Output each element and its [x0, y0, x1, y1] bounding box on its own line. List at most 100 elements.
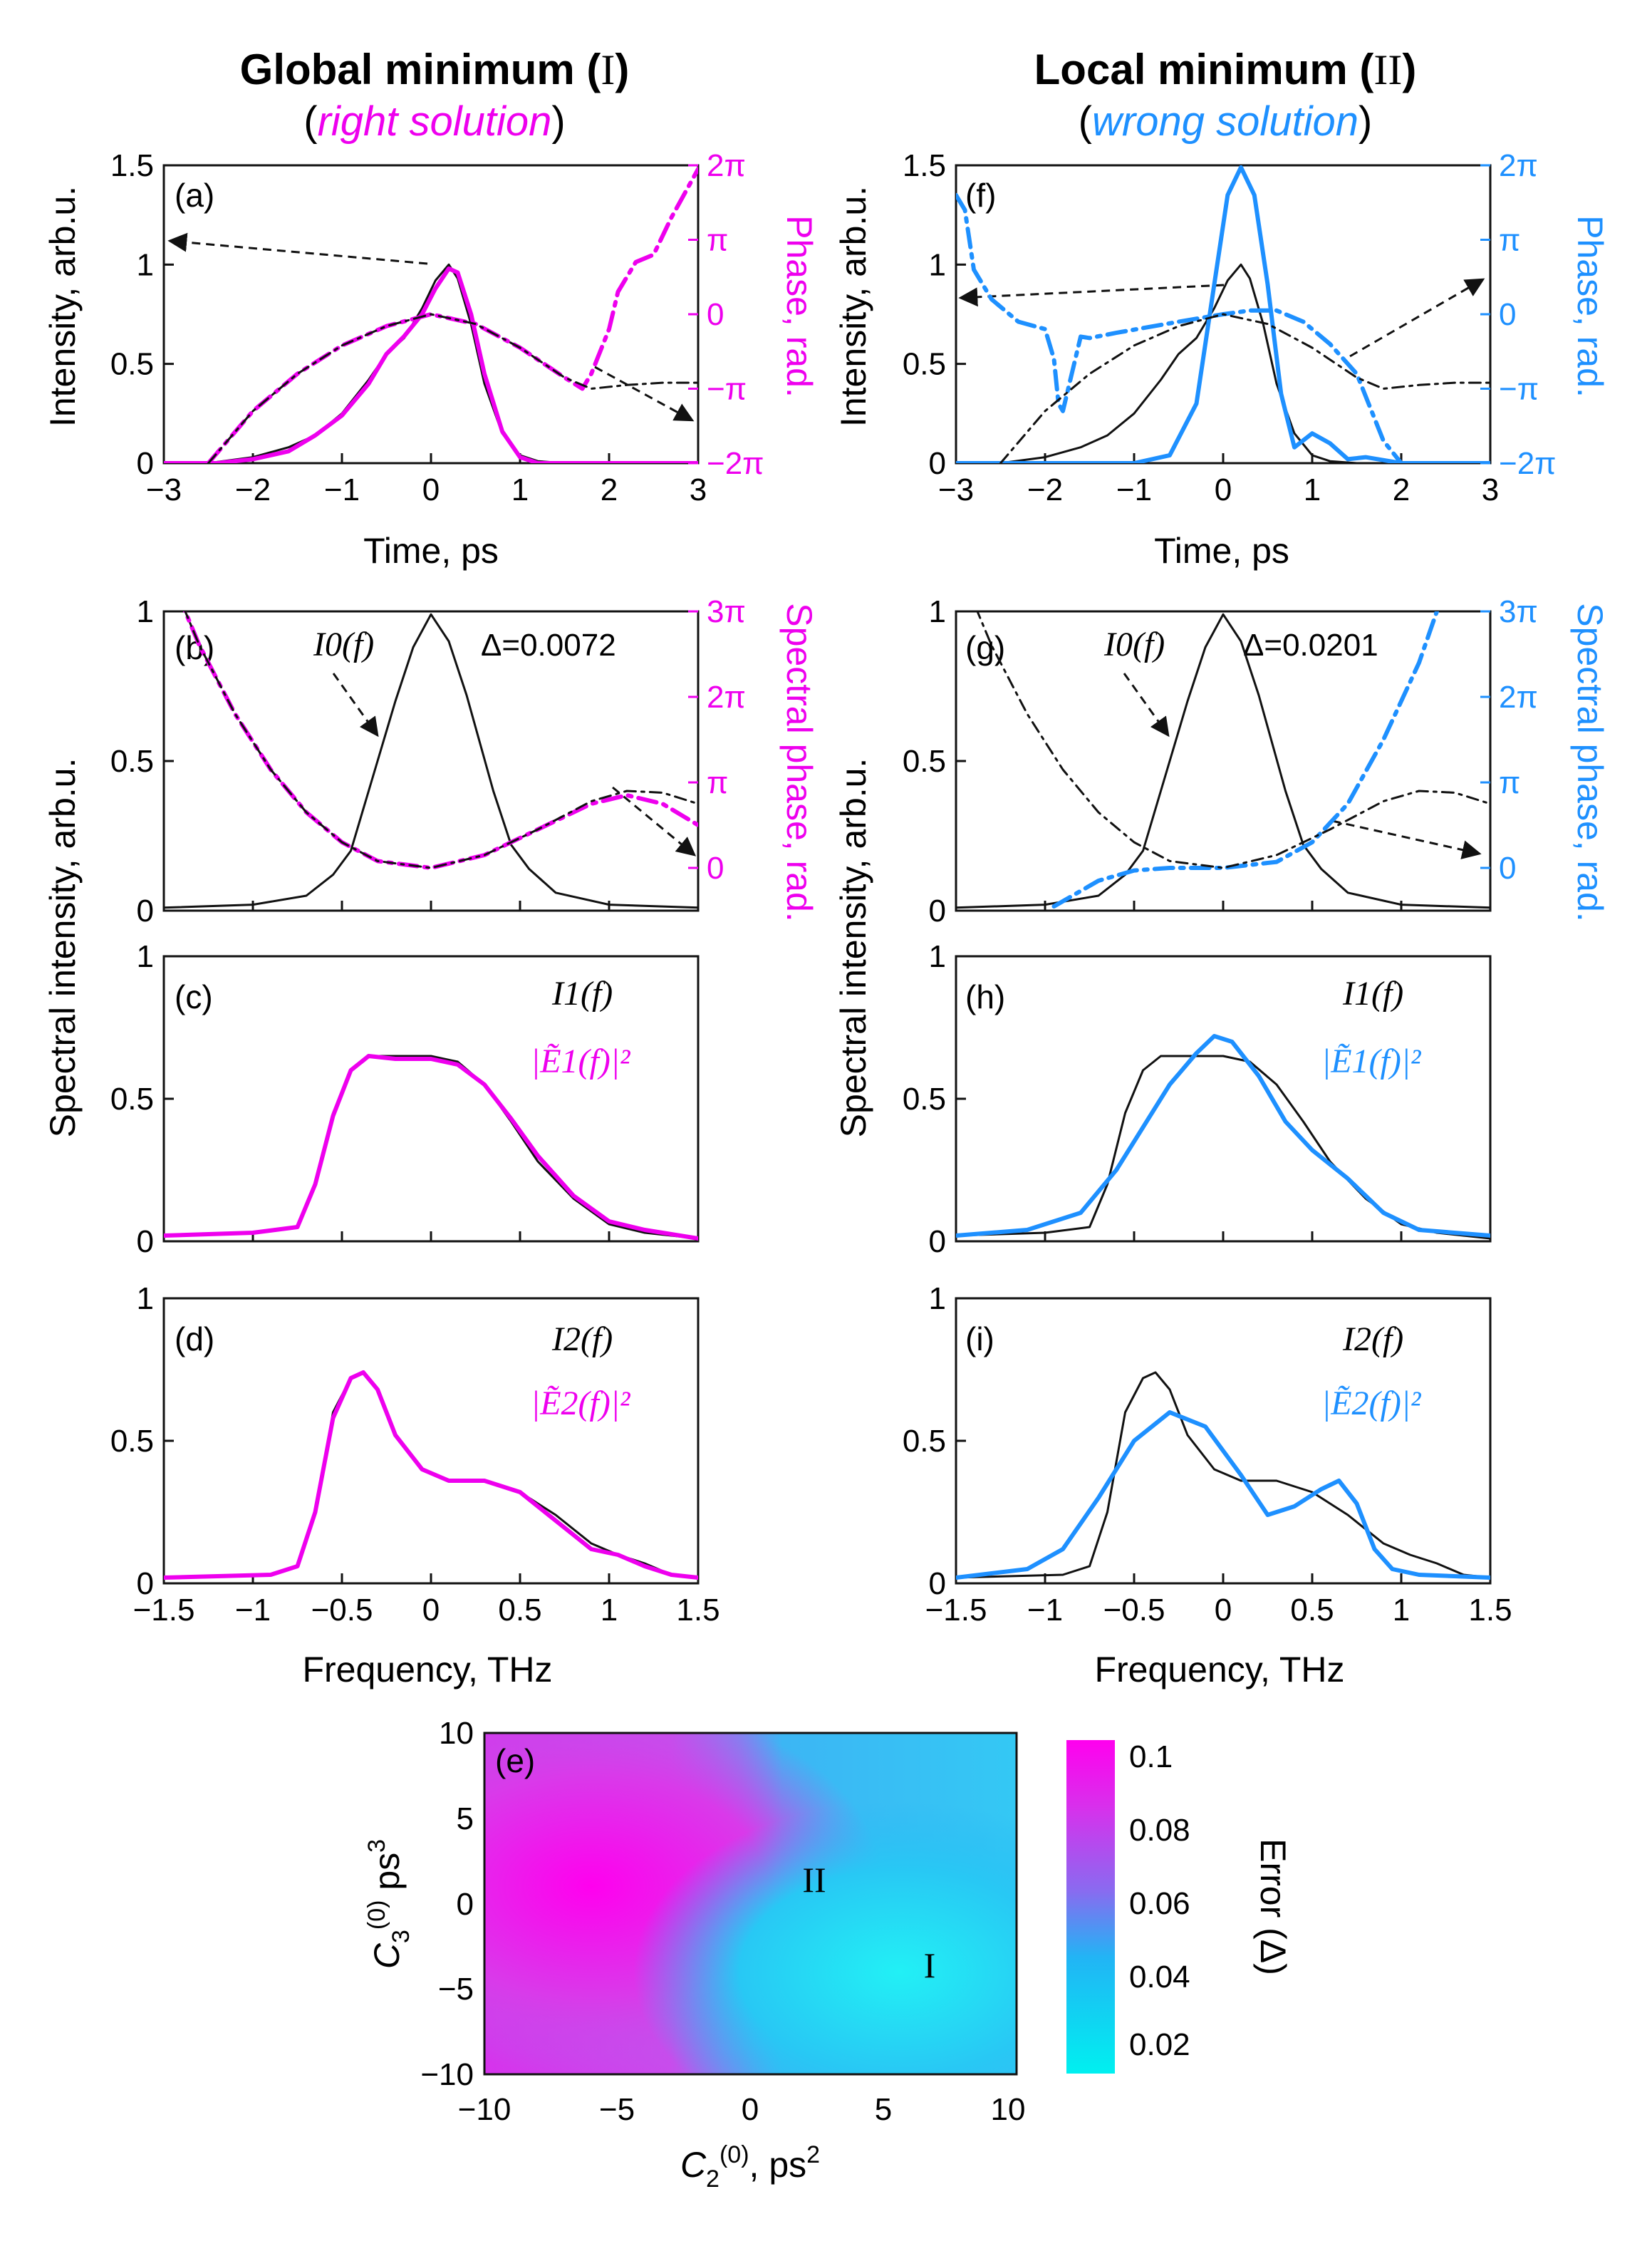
xlabel-time-left: Time, ps: [363, 531, 499, 571]
heatmap-ytick: 5: [457, 1801, 474, 1836]
ytick-label: 0: [929, 446, 946, 481]
y2tick-label: π: [1499, 765, 1520, 800]
y2tick-label: 0: [707, 297, 724, 332]
ytick-label: 0.5: [903, 1424, 946, 1459]
xtick-label: −1: [1116, 472, 1152, 507]
panel-label-a: (a): [175, 177, 214, 214]
heatmap-e-min-region: [484, 1733, 1017, 2074]
panel-f: −3 −2 −1 0 1 2 3 0 0.5 1 1.5 2π π 0 −π −2π: [903, 148, 1557, 507]
arrow-f-phase: [1349, 278, 1485, 358]
panel-label-e: (e): [495, 1742, 535, 1779]
legend-i1-h: I1(f): [1342, 975, 1403, 1013]
i0-label-b: I0(f): [313, 626, 374, 663]
panel-g: 0 0.5 1 3π 2π π 0: [903, 594, 1538, 928]
series-h--1-f-: [956, 1034, 1490, 1238]
ytick-label: 0.5: [903, 347, 946, 382]
panel-label-d: (d): [175, 1320, 214, 1357]
heatmap-region-ii: II: [802, 1860, 826, 1900]
colorbar-tick: 0.08: [1129, 1813, 1190, 1848]
panel-i: −1.5 −1 −0.5 0 0.5 1 1.5 0 0.5 1: [903, 1281, 1512, 1628]
y2tick-label: 0: [1499, 851, 1516, 886]
panel-b: 0 0.5 1 3π 2π π 0: [110, 594, 746, 928]
xtick-label: 1: [1393, 1593, 1410, 1628]
y2tick-label: 0: [1499, 297, 1516, 332]
xtick-label: −2: [1027, 472, 1063, 507]
ytick-label: 1: [929, 594, 946, 629]
xlabel-frequency-right: Frequency, THz: [1094, 1650, 1344, 1689]
series-f-true-phase: [999, 313, 1490, 463]
colorbar-tick: 0.06: [1129, 1886, 1190, 1921]
right-header-title: Local minimum (II): [1034, 46, 1417, 93]
ytick-label: 0: [137, 446, 154, 481]
heatmap-e-frame: [483, 1732, 1018, 2076]
series-f-retrieved-phase: [956, 192, 1403, 463]
series-b-i0-f-: [164, 613, 698, 909]
colorbar: [1066, 1740, 1115, 2074]
xtick-label: −0.5: [1103, 1593, 1165, 1628]
ylabel-phase-right: Phase, rad.: [1570, 215, 1610, 398]
ylabel-intensity-right: Intensity, arb.u.: [833, 186, 873, 427]
panel-label-i: (i): [965, 1320, 994, 1357]
series-a-true-phase: [207, 313, 698, 463]
ytick-label: 0.5: [110, 1082, 154, 1117]
heatmap-region-i: I: [924, 1945, 936, 1985]
heatmap-ytick: −5: [438, 1972, 474, 2007]
colorbar-tick: 0.1: [1129, 1739, 1173, 1774]
arrow-g-phase: [1331, 819, 1482, 859]
ytick-label: 0: [137, 894, 154, 928]
y2tick-label: 2π: [707, 680, 746, 715]
series-h-i1-f-: [956, 1055, 1490, 1240]
xtick-label: 0.5: [1290, 1593, 1334, 1628]
frame-h: [955, 955, 1492, 1243]
ytick-label: 0.5: [110, 1424, 154, 1459]
ytick-label: 0: [137, 1224, 154, 1259]
annotation-arrows: [167, 232, 1485, 859]
xtick-label: −1.5: [133, 1593, 195, 1628]
heatmap-xtick: −10: [458, 2092, 511, 2127]
series-i-i2-f-: [956, 1371, 1490, 1579]
y2tick-label: 3π: [1499, 594, 1538, 629]
arrow-b-i0: [332, 673, 379, 738]
xtick-label: −3: [146, 472, 182, 507]
heatmap-ytick: 0: [457, 1887, 474, 1922]
panel-h: 00.51: [903, 939, 1492, 1259]
left-header-subtitle: (right solution): [303, 98, 566, 145]
y2tick-label: −π: [707, 372, 747, 407]
xtick-label: 0.5: [498, 1593, 541, 1628]
series-c-i1-f-: [164, 1055, 698, 1240]
y2tick-label: −2π: [707, 446, 764, 481]
heatmap-xlabel: C2(0), ps2: [680, 2141, 820, 2193]
xtick-label: −1: [1027, 1593, 1063, 1628]
arrow-a-intensity: [167, 232, 428, 265]
y2tick-label: π: [707, 765, 728, 800]
legend-i2-d: I2(f): [551, 1320, 613, 1358]
arrow-g-i0: [1123, 673, 1170, 738]
series-g-i0-f-: [956, 613, 1490, 909]
xtick-label: −0.5: [311, 1593, 373, 1628]
y2tick-label: π: [1499, 223, 1520, 258]
ylabel-spectral-left: Spectral intensity, arb.u.: [43, 758, 83, 1138]
y2tick-label: 2π: [1499, 148, 1538, 183]
xtick-label: 1.5: [1468, 1593, 1512, 1628]
heatmap-xtick: 0: [742, 2092, 759, 2127]
heatmap-e-xticks: −10 −5 0 5 10: [458, 2092, 1026, 2127]
panel-d: −1.5 −1 −0.5 0 0.5 1 1.5 0 0.5 1: [110, 1281, 720, 1628]
xtick-label: 2: [601, 472, 618, 507]
panel-label-c: (c): [175, 978, 213, 1015]
legend-i2-i: I2(f): [1342, 1320, 1403, 1358]
y2tick-label: −π: [1499, 372, 1539, 407]
xtick-label: 1: [511, 472, 529, 507]
y2tick-label: −2π: [1499, 446, 1557, 481]
heatmap-xtick: 10: [991, 2092, 1026, 2127]
frame-i: [955, 1297, 1492, 1585]
frame-g: [955, 610, 1492, 912]
y2tick-label: 2π: [707, 148, 746, 183]
legend-i1-c: I1(f): [551, 975, 613, 1013]
y2tick-label: 2π: [1499, 680, 1538, 715]
ytick-label: 0.5: [903, 744, 946, 779]
colorbar-label: Error (Δ): [1253, 1838, 1293, 1975]
legend-e1-c: |Ẽ1(f)|²: [531, 1042, 631, 1080]
delta-label-g: Δ=0.0201: [1243, 628, 1378, 663]
ytick-label: 1: [929, 1281, 946, 1316]
